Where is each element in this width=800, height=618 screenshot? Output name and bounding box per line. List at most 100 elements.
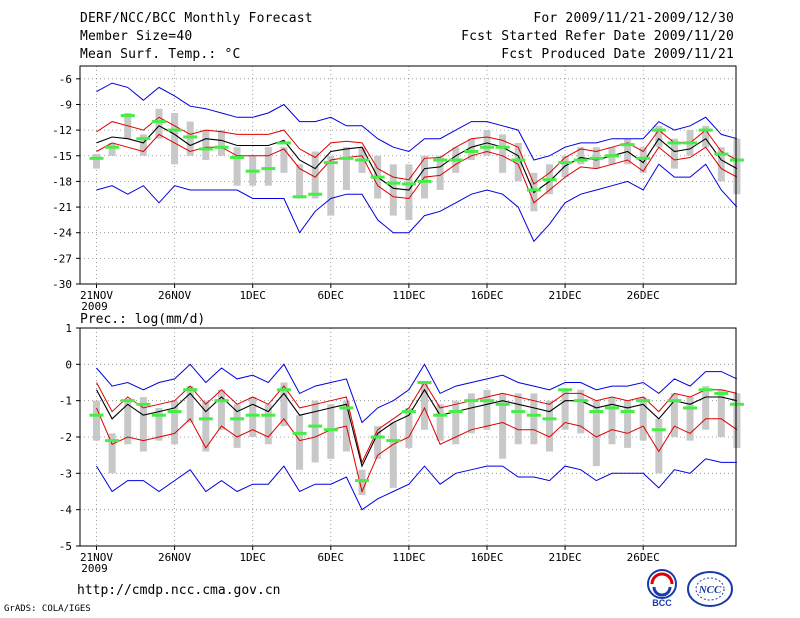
- chart-title: DERF/NCC/BCC Monthly Forecast: [80, 11, 313, 26]
- prec-median-mark: [261, 413, 276, 417]
- temp-spread-box: [93, 154, 100, 169]
- temp-median-mark: [401, 182, 416, 186]
- prec-upper-inner-line: [96, 381, 738, 464]
- temp-median-mark: [151, 120, 166, 124]
- prec-plot-frame: [79, 327, 737, 547]
- prec-spread-box: [717, 389, 725, 437]
- prec-spread-box: [249, 397, 257, 437]
- temp-spread-box: [327, 155, 335, 216]
- prec-median-mark: [604, 406, 619, 410]
- temp-median-mark: [667, 141, 682, 145]
- temp-spread-box: [171, 113, 179, 165]
- prec-ensemble-mean-line: [96, 388, 738, 468]
- prec-spread-box: [545, 400, 553, 452]
- temp-xtick-label: 26DEC: [627, 289, 660, 302]
- prec-ytick-label: 1: [65, 322, 72, 335]
- prec-median-mark: [339, 406, 354, 410]
- prec-median-mark: [573, 399, 588, 403]
- prec-lower-outer-line: [96, 458, 737, 511]
- temp-median-mark: [89, 156, 104, 160]
- temp-spread-box: [280, 147, 288, 173]
- temp-median-mark: [636, 156, 651, 160]
- temp-median-mark: [339, 156, 354, 160]
- prec-median-mark: [417, 381, 432, 384]
- temp-ytick-label: -30: [52, 278, 72, 291]
- prec-spread-box: [311, 400, 319, 463]
- prec-spread-box: [296, 415, 304, 470]
- prec-median-mark: [636, 399, 651, 403]
- temp-median-mark: [370, 175, 385, 179]
- temp-median-mark: [386, 181, 401, 185]
- prec-spread-box: [186, 386, 194, 423]
- temp-ytick-label: -27: [52, 252, 72, 265]
- temp-median-mark: [698, 128, 713, 132]
- prec-spread-box: [93, 400, 100, 441]
- prec-spread-box: [514, 393, 522, 445]
- temp-ytick-label: -18: [52, 175, 72, 188]
- prec-panel-title: Prec.: log(mm/d): [80, 312, 205, 327]
- prec-median-mark: [620, 410, 635, 414]
- prec-xtick-label: 1DEC: [239, 551, 266, 564]
- temp-median-mark: [683, 141, 698, 145]
- temp-median-mark: [308, 192, 323, 196]
- prec-spread-box: [405, 407, 413, 448]
- temp-spread-box: [639, 147, 647, 173]
- temp-spread-box: [405, 164, 413, 220]
- temp-ytick-label: -21: [52, 201, 72, 214]
- prec-ytick-label: 0: [65, 358, 72, 371]
- prec-spread-box: [233, 404, 241, 448]
- prec-ytick-label: -1: [59, 395, 72, 408]
- temp-spread-box: [702, 125, 710, 148]
- temp-ytick-label: -15: [52, 150, 72, 163]
- temp-spread-box: [670, 138, 678, 169]
- prec-spread-box: [702, 386, 710, 430]
- temp-spread-box: [155, 108, 163, 139]
- prec-spread-box: [389, 422, 397, 488]
- prec-spread-box: [592, 400, 600, 467]
- prec-spread-box: [327, 404, 335, 459]
- temp-spread-box: [296, 164, 304, 199]
- source-url[interactable]: http://cmdp.ncc.cma.gov.cn: [77, 583, 281, 598]
- temp-median-mark: [542, 178, 557, 182]
- temp-median-mark: [604, 154, 619, 158]
- prec-median-mark: [511, 410, 526, 414]
- ncc-logo-text: NCC: [698, 584, 722, 596]
- temp-spread-box: [389, 164, 397, 216]
- temp-plot-frame: [79, 65, 737, 285]
- prec-ytick-label: -4: [59, 504, 73, 517]
- prec-spread-box: [733, 393, 741, 448]
- prec-median-mark: [308, 424, 323, 428]
- prec-spread-box: [217, 389, 225, 430]
- temp-median-mark: [480, 145, 494, 149]
- temp-ytick-label: -6: [59, 73, 72, 86]
- temp-xtick-label: 21NOV: [80, 289, 113, 302]
- temp-median-mark: [433, 158, 448, 162]
- temp-spread-box: [264, 147, 272, 186]
- bcc-logo-text: BCC: [652, 598, 672, 608]
- temp-median-mark: [245, 169, 260, 173]
- prec-spread-box: [374, 426, 382, 459]
- prec-xtick-label: 21DEC: [549, 551, 582, 564]
- prec-spread-box: [483, 389, 491, 430]
- prec-xtick-label: 16DEC: [470, 551, 503, 564]
- temp-xtick-label: 1DEC: [239, 289, 266, 302]
- prec-median-mark: [323, 428, 338, 432]
- prec-spread-box: [467, 393, 475, 434]
- temp-spread-box: [217, 130, 225, 156]
- prec-xtick-label: 26DEC: [627, 551, 660, 564]
- temp-spread-box: [342, 147, 350, 190]
- member-size: Member Size=40: [80, 29, 193, 44]
- prec-ytick-label: -2: [59, 431, 72, 444]
- prec-median-mark: [386, 439, 401, 443]
- temp-spread-box: [108, 142, 116, 156]
- prec-median-mark: [667, 399, 682, 403]
- prec-spread-box: [530, 393, 538, 445]
- prec-median-mark: [729, 402, 744, 406]
- temp-xtick-label: 16DEC: [470, 289, 503, 302]
- prec-median-mark: [276, 388, 291, 392]
- temp-spread-box: [436, 155, 444, 190]
- temp-median-mark: [558, 161, 573, 165]
- fcst-started-date: Fcst Started Refer Date 2009/11/20: [461, 29, 734, 44]
- prec-xtick-label: 26NOV: [158, 551, 191, 564]
